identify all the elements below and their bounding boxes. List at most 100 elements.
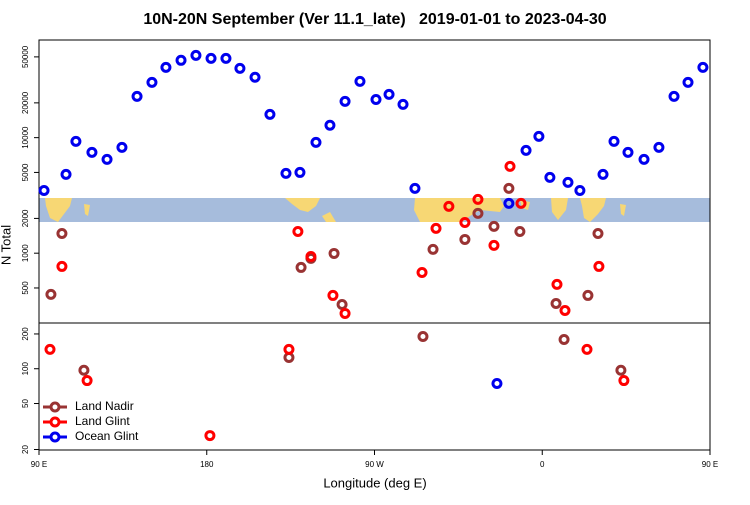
data-point: [544, 171, 556, 183]
data-point: [682, 76, 694, 88]
data-point: [514, 226, 526, 238]
data-point: [593, 260, 605, 272]
data-point: [190, 49, 202, 61]
x-axis-label: Longitude (deg E): [323, 475, 426, 490]
data-point: [305, 250, 317, 262]
data-point: [459, 216, 471, 228]
data-point: [324, 119, 336, 131]
data-point: [409, 182, 421, 194]
data-point: [443, 200, 455, 212]
data-point: [78, 364, 90, 376]
data-point: [520, 144, 532, 156]
data-point: [220, 52, 232, 64]
data-point: [430, 222, 442, 234]
x-tick-label: 90 E: [702, 460, 718, 469]
y-tick-label: 1000: [21, 244, 30, 262]
data-point: [116, 141, 128, 153]
data-point: [697, 61, 709, 73]
data-point: [417, 331, 429, 343]
data-point: [653, 141, 665, 153]
data-point: [70, 135, 82, 147]
data-point: [292, 226, 304, 238]
data-point: [280, 167, 292, 179]
data-point: [559, 305, 571, 317]
data-point: [160, 61, 172, 73]
data-point: [339, 95, 351, 107]
data-point: [101, 153, 113, 165]
y-tick-label: 10000: [21, 126, 30, 149]
legend-marker: [49, 431, 61, 443]
data-point: [562, 176, 574, 188]
data-point: [327, 289, 339, 301]
data-point: [618, 375, 630, 387]
legend-label: Land Glint: [75, 414, 130, 428]
data-point: [491, 378, 503, 390]
y-tick-label: 20000: [21, 91, 30, 114]
data-point: [86, 146, 98, 158]
data-point: [60, 168, 72, 180]
data-point: [264, 108, 276, 120]
y-tick-label: 50: [21, 399, 30, 408]
data-point: [581, 343, 593, 355]
data-point: [515, 197, 527, 209]
legend-marker: [49, 401, 61, 413]
y-tick-label: 100: [21, 362, 30, 376]
data-point: [370, 93, 382, 105]
data-point: [459, 233, 471, 245]
data-point: [56, 260, 68, 272]
data-point: [295, 261, 307, 273]
y-tick-label: 5000: [21, 163, 30, 181]
data-point: [131, 90, 143, 102]
data-point: [328, 247, 340, 259]
legend-label: Ocean Glint: [75, 429, 139, 443]
data-point: [294, 166, 306, 178]
y-tick-label: 200: [21, 327, 30, 341]
data-point: [146, 76, 158, 88]
y-tick-label: 500: [21, 281, 30, 295]
data-point: [472, 193, 484, 205]
y-tick-label: 2000: [21, 209, 30, 227]
data-point: [427, 243, 439, 255]
x-tick-label: 90 E: [31, 460, 47, 469]
data-point: [574, 184, 586, 196]
legend-label: Land Nadir: [75, 399, 134, 413]
data-point: [45, 288, 57, 300]
data-point: [38, 184, 50, 196]
chart-title: 10N-20N September (Ver 11.1_late) 2019-0…: [143, 11, 606, 28]
legend-marker: [49, 416, 61, 428]
data-point: [310, 136, 322, 148]
data-point: [283, 343, 295, 355]
data-point: [592, 228, 604, 240]
data-point: [472, 207, 484, 219]
x-tick-label: 90 W: [365, 460, 384, 469]
data-point: [175, 54, 187, 66]
data-point: [638, 153, 650, 165]
data-point: [234, 62, 246, 74]
x-tick-label: 0: [540, 460, 545, 469]
y-tick-label: 20: [21, 444, 30, 453]
data-point: [416, 266, 428, 278]
data-point: [383, 88, 395, 100]
data-point: [668, 90, 680, 102]
data-point: [339, 307, 351, 319]
data-point: [488, 239, 500, 251]
data-point: [608, 135, 620, 147]
y-tick-label: 50000: [21, 45, 30, 68]
data-point: [533, 130, 545, 142]
data-point: [56, 228, 68, 240]
data-point: [582, 289, 594, 301]
data-point: [354, 75, 366, 87]
data-point: [204, 430, 216, 442]
data-point: [397, 98, 409, 110]
data-point: [558, 334, 570, 346]
data-point: [81, 375, 93, 387]
data-point: [550, 297, 562, 309]
x-tick-label: 180: [200, 460, 214, 469]
data-point: [551, 278, 563, 290]
data-point: [44, 343, 56, 355]
data-point: [205, 52, 217, 64]
data-point: [249, 71, 261, 83]
data-point: [622, 146, 634, 158]
data-point: [597, 168, 609, 180]
